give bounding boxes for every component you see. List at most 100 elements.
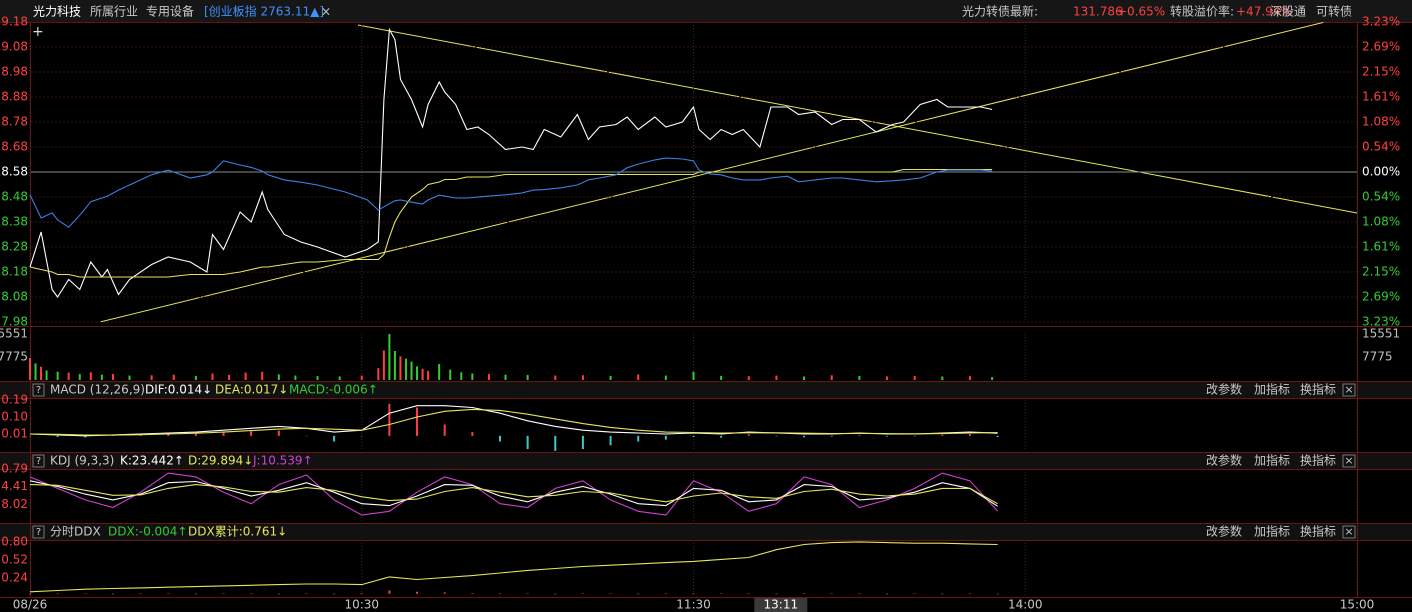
y-tick-label: 7775: [0, 350, 28, 364]
indicator-bar: [858, 435, 861, 436]
volume-bar: [172, 374, 175, 380]
indicator-bar: [581, 435, 584, 450]
panel-tool[interactable]: 换指标: [1300, 453, 1336, 468]
help-box: [32, 525, 45, 539]
volume-bar: [128, 375, 131, 380]
indicator-bar: [913, 593, 916, 595]
volume-bar: [194, 375, 197, 380]
volume-bar: [830, 375, 833, 380]
indicator-bar: [443, 424, 446, 436]
y2-tick-label: 0.00%: [1362, 165, 1400, 179]
close-box[interactable]: [1342, 454, 1356, 468]
indicator-bar: [830, 593, 833, 595]
index-quote[interactable]: [创业板指 2763.11▲]: [204, 4, 324, 19]
indicator-bar: [554, 435, 557, 451]
close-icon[interactable]: ×: [321, 5, 331, 19]
y-tick-label: 18.38: [0, 215, 28, 229]
panel-tool[interactable]: 换指标: [1300, 382, 1336, 397]
bond-label: 光力转债最新:: [962, 4, 1038, 19]
y-tick-label: 18.08: [0, 290, 28, 304]
y-tick-label: 15551: [0, 327, 28, 341]
volume-bar: [29, 358, 31, 380]
indicator-bar: [664, 435, 667, 440]
indicator-bar: [277, 593, 280, 595]
volume-bar: [858, 375, 861, 380]
panel-tool[interactable]: 改参数: [1206, 382, 1242, 397]
indicator-bar: [416, 591, 419, 594]
indicator-bar: [803, 435, 806, 438]
y2-tick-label: 1.08%: [1362, 114, 1400, 128]
indicator-bar: [388, 403, 391, 436]
link[interactable]: 深股通: [1270, 5, 1306, 19]
panel-title: KDJ (9,3,3): [50, 454, 114, 468]
panel-tool[interactable]: 改参数: [1206, 524, 1242, 539]
y-tick-label: 18.18: [0, 265, 28, 279]
volume-bar: [775, 375, 778, 380]
indicator-bar: [941, 434, 944, 436]
volume-bar: [399, 356, 402, 380]
volume-bar: [45, 370, 48, 380]
plus-icon[interactable]: +: [32, 24, 44, 40]
indicator-bar: [609, 593, 612, 594]
close-icon[interactable]: ×: [1344, 454, 1353, 467]
x-tick-label: 14:00: [1008, 598, 1043, 612]
help-box: [32, 454, 45, 468]
y2-tick-label: 0.54%: [1362, 139, 1400, 153]
indicator-bar: [747, 434, 750, 436]
indicator-bar: [747, 593, 750, 594]
volume-bar: [388, 334, 391, 380]
indicator-bar: [305, 593, 308, 595]
volume-bar: [78, 374, 81, 380]
macd-header-bg: [0, 381, 1412, 398]
y2-tick-label: 1.61%: [1362, 90, 1400, 104]
volume-bar: [747, 376, 750, 380]
help-icon[interactable]: ?: [36, 456, 41, 467]
y2-tick-label: 3.23%: [1362, 315, 1400, 329]
link[interactable]: 可转债: [1316, 4, 1352, 19]
y2-tick-label: 1.08%: [1362, 215, 1400, 229]
industry-label: 所属行业: [90, 5, 138, 19]
panel-tool[interactable]: 换指标: [1300, 524, 1336, 539]
close-icon[interactable]: ×: [1344, 383, 1353, 396]
panel-tool[interactable]: 加指标: [1254, 382, 1290, 397]
indicator-bar: [139, 593, 142, 594]
indicator-bar: [360, 593, 363, 594]
help-icon[interactable]: ?: [36, 527, 41, 538]
series-line: [29, 157, 993, 229]
y-tick-label: 74.41: [0, 479, 28, 493]
panel-title: MACD (12,26,9): [50, 383, 145, 397]
volume-bar: [471, 373, 474, 380]
panel-tool[interactable]: 加指标: [1254, 524, 1290, 539]
y-tick-label: 18.78: [0, 115, 28, 129]
series-line: [29, 480, 998, 507]
y-tick-label-right: 7775: [1362, 350, 1393, 364]
volume-bar: [803, 376, 806, 380]
top-bar: [0, 0, 1412, 22]
series-line: [29, 168, 993, 278]
volume-bar: [244, 372, 247, 380]
indicator-bar: [333, 593, 336, 595]
panel-tool[interactable]: 改参数: [1206, 453, 1242, 468]
close-box[interactable]: [1342, 383, 1356, 397]
readout: DDX:-0.004↑: [108, 525, 187, 539]
close-icon[interactable]: ×: [1344, 525, 1353, 538]
indicator-bar: [360, 435, 363, 437]
volume-bar: [460, 372, 463, 380]
readout: J:10.539↑: [252, 454, 313, 468]
panel-tool[interactable]: 加指标: [1254, 453, 1290, 468]
help-icon[interactable]: ?: [36, 385, 41, 396]
volume-bar: [111, 374, 114, 380]
indicator-bar: [471, 432, 474, 436]
indicator-bar: [222, 593, 225, 595]
y-tick-label: 120.79: [0, 462, 28, 476]
close-box[interactable]: [1342, 525, 1356, 539]
indicator-bar: [968, 433, 971, 436]
indicator-bar: [277, 430, 280, 436]
indicator-bar: [720, 435, 723, 438]
indicator-bar: [416, 407, 419, 436]
panel-title: 分时DDX: [50, 525, 101, 539]
x-tick-label: 10:30: [344, 598, 379, 612]
y-tick-label: 17.98: [0, 315, 28, 329]
volume-bar: [277, 374, 280, 380]
